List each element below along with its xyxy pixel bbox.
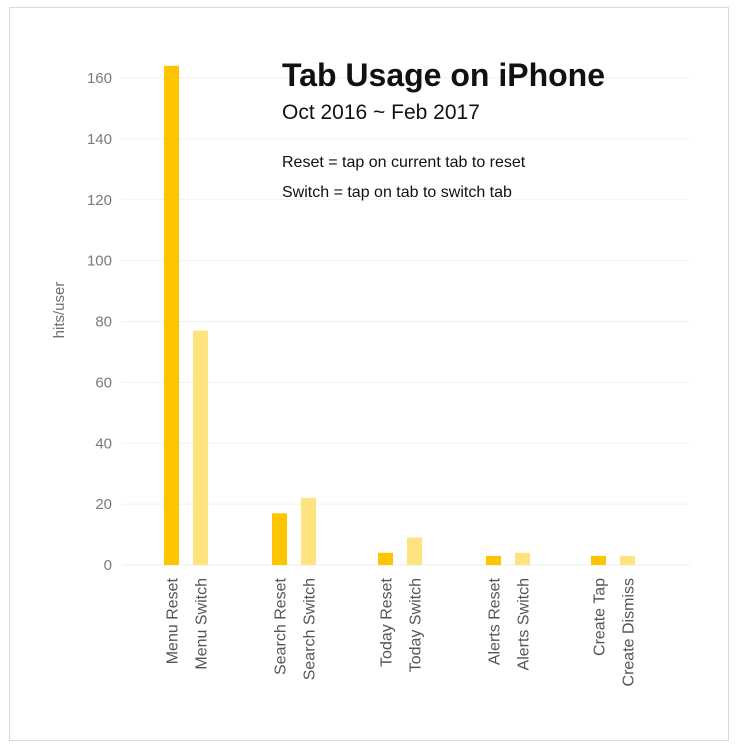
x-category-label: Search Reset <box>273 577 290 674</box>
y-tick-label: 120 <box>87 192 112 209</box>
y-tick-label: 140 <box>87 131 112 148</box>
y-tick-label: 20 <box>95 496 112 513</box>
x-category-label: Today Reset <box>379 577 396 666</box>
chart-subtitle: Oct 2016 ~ Feb 2017 <box>282 101 480 124</box>
x-category-label: Create Tap <box>592 578 609 656</box>
x-category-label: Today Switch <box>408 578 425 672</box>
bars <box>164 65 635 565</box>
x-category-label: Create Dismiss <box>621 578 638 686</box>
bar-search-switch <box>301 498 316 565</box>
x-category-label: Menu Switch <box>194 578 211 670</box>
bar-menu-reset <box>164 65 179 565</box>
bar-create-dismiss <box>620 555 635 565</box>
y-tick-label: 80 <box>95 314 112 331</box>
bar-today-switch <box>407 537 422 565</box>
x-category-label: Menu Reset <box>165 577 182 664</box>
bar-create-tap <box>591 555 606 565</box>
bar-menu-switch <box>193 330 208 565</box>
y-tick-label: 160 <box>87 70 112 87</box>
chart-frame <box>9 7 729 741</box>
x-category-label: Search Switch <box>302 578 319 680</box>
y-axis-ticks: 0 20 40 60 80 100 120 140 160 <box>87 70 112 574</box>
x-category-label: Alerts Reset <box>487 577 504 665</box>
y-axis-label: hits/user <box>51 282 68 339</box>
bar-today-reset <box>378 552 393 565</box>
bar-search-reset <box>272 513 287 565</box>
y-tick-label: 60 <box>95 374 112 391</box>
bar-alerts-reset <box>486 555 501 565</box>
x-axis-categories: Menu Reset Menu Switch Search Reset Search … <box>165 577 638 686</box>
chart-title: Tab Usage on iPhone <box>282 57 605 93</box>
y-tick-label: 40 <box>95 435 112 452</box>
y-tick-label: 0 <box>104 557 112 574</box>
annotation-reset: Reset = tap on current tab to reset <box>282 154 526 171</box>
x-category-label: Alerts Switch <box>516 578 533 670</box>
bar-alerts-switch <box>515 552 530 565</box>
y-tick-label: 100 <box>87 253 112 270</box>
annotation-switch: Switch = tap on tab to switch tab <box>282 184 512 201</box>
